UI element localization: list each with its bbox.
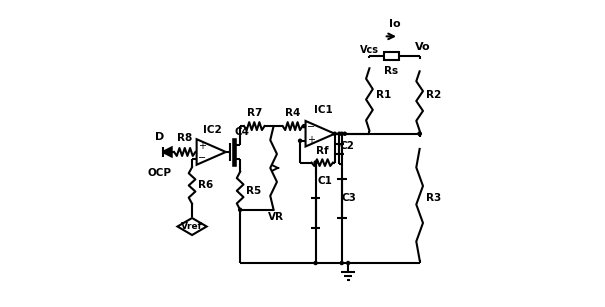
Text: −: − <box>307 122 315 132</box>
Text: Rs: Rs <box>384 66 399 76</box>
Text: Io: Io <box>388 19 400 29</box>
Circle shape <box>343 132 346 135</box>
Text: R7: R7 <box>247 108 262 118</box>
Circle shape <box>340 262 343 265</box>
Text: R6: R6 <box>198 181 214 190</box>
Circle shape <box>418 132 421 135</box>
Circle shape <box>238 208 241 211</box>
Circle shape <box>314 262 317 265</box>
Circle shape <box>314 161 317 164</box>
Text: −: − <box>198 154 206 163</box>
Text: R2: R2 <box>427 90 442 100</box>
Circle shape <box>302 125 306 128</box>
Circle shape <box>333 132 336 135</box>
Text: R1: R1 <box>376 90 391 100</box>
Text: OCP: OCP <box>148 168 171 178</box>
Text: R3: R3 <box>427 193 442 203</box>
Circle shape <box>347 262 350 265</box>
Text: VR: VR <box>268 212 284 222</box>
Text: Vref: Vref <box>182 222 203 231</box>
Bar <box>384 52 399 60</box>
Text: R5: R5 <box>246 186 261 196</box>
Circle shape <box>298 139 301 142</box>
Text: C1: C1 <box>317 176 332 186</box>
Text: C2: C2 <box>339 141 355 151</box>
Text: Rf: Rf <box>316 146 329 156</box>
Text: D: D <box>155 132 164 142</box>
Text: Vcs: Vcs <box>359 45 379 55</box>
Text: IC1: IC1 <box>314 105 333 115</box>
Text: R8: R8 <box>177 133 192 143</box>
Circle shape <box>418 132 421 135</box>
Text: +: + <box>198 141 206 151</box>
Polygon shape <box>163 147 172 157</box>
Text: IC2: IC2 <box>203 125 222 135</box>
Text: R4: R4 <box>285 108 300 118</box>
Circle shape <box>338 132 341 135</box>
Text: +: + <box>307 135 315 145</box>
Text: Vo: Vo <box>415 42 431 52</box>
Circle shape <box>340 132 343 135</box>
Text: C4: C4 <box>234 127 249 137</box>
Text: C3: C3 <box>342 193 357 203</box>
